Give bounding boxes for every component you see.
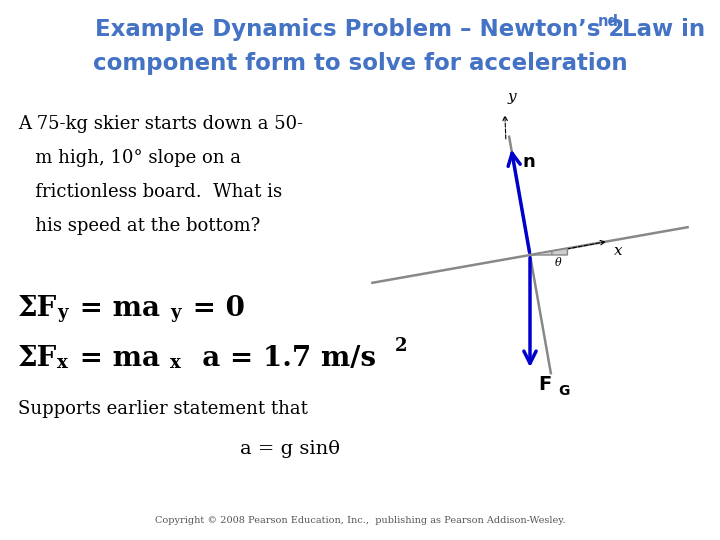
Text: Example Dynamics Problem – Newton’s 2: Example Dynamics Problem – Newton’s 2 bbox=[95, 18, 625, 41]
Text: θ: θ bbox=[555, 258, 562, 268]
Text: = 0: = 0 bbox=[183, 295, 245, 322]
Polygon shape bbox=[530, 248, 567, 255]
Text: component form to solve for acceleration: component form to solve for acceleration bbox=[93, 52, 627, 75]
Text: his speed at the bottom?: his speed at the bottom? bbox=[18, 217, 260, 235]
Text: n: n bbox=[523, 153, 536, 171]
Text: frictionless board.  What is: frictionless board. What is bbox=[18, 183, 282, 201]
Text: a = 1.7 m/s: a = 1.7 m/s bbox=[183, 345, 376, 372]
Text: y: y bbox=[57, 304, 68, 322]
Text: F: F bbox=[538, 375, 552, 394]
Text: a = g sinθ: a = g sinθ bbox=[240, 440, 340, 458]
Text: ΣF: ΣF bbox=[18, 345, 58, 372]
Text: x: x bbox=[613, 244, 622, 258]
Text: m high, 10° slope on a: m high, 10° slope on a bbox=[18, 149, 241, 167]
Text: Supports earlier statement that: Supports earlier statement that bbox=[18, 400, 308, 418]
Text: = ma: = ma bbox=[70, 295, 160, 322]
Text: A 75-kg skier starts down a 50-: A 75-kg skier starts down a 50- bbox=[18, 115, 303, 133]
Text: ΣF: ΣF bbox=[18, 295, 58, 322]
Text: Law in: Law in bbox=[614, 18, 705, 41]
Text: 2: 2 bbox=[395, 337, 408, 355]
Text: y: y bbox=[508, 90, 516, 104]
Text: y: y bbox=[170, 304, 181, 322]
Text: x: x bbox=[170, 354, 181, 372]
Text: x: x bbox=[57, 354, 68, 372]
Text: = ma: = ma bbox=[70, 345, 160, 372]
Text: nd: nd bbox=[598, 14, 619, 29]
Text: G: G bbox=[558, 384, 570, 398]
Text: Copyright © 2008 Pearson Education, Inc.,  publishing as Pearson Addison-Wesley.: Copyright © 2008 Pearson Education, Inc.… bbox=[155, 516, 565, 525]
